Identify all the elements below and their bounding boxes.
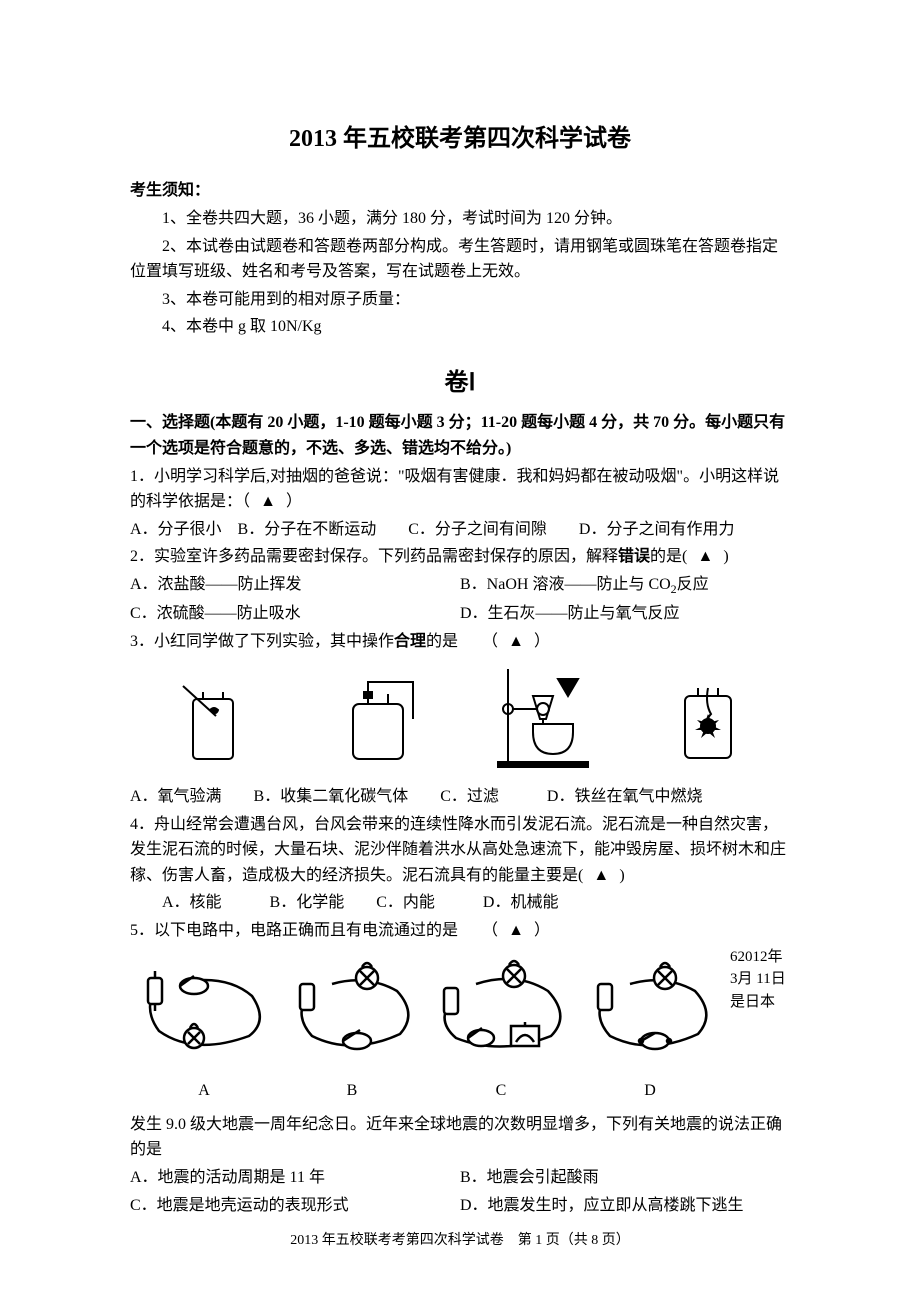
circuit-b-icon bbox=[282, 956, 422, 1066]
oxygen-check-icon bbox=[168, 674, 258, 769]
q2-opt-d: D．生石灰——防止与氧气反应 bbox=[460, 601, 790, 627]
q5-close: ） bbox=[534, 922, 550, 939]
q3-fig-b bbox=[295, 674, 460, 778]
q4-options: A．核能 B．化学能 C．内能 D．机械能 bbox=[130, 890, 790, 916]
q2-stem2: 的是( bbox=[650, 548, 687, 565]
q2-b-text: B．NaOH 溶液——防止与 CO bbox=[460, 576, 671, 593]
q3-bold: 合理 bbox=[394, 633, 426, 650]
q5-fig-c: C bbox=[426, 956, 576, 1104]
q3-figures bbox=[130, 664, 790, 778]
q1-stem: 1．小明学习科学后,对抽烟的爸爸说："吸烟有害健康．我和妈妈都在被动吸烟"。小明… bbox=[130, 468, 779, 511]
exam-title: 2013 年五校联考第四次科学试卷 bbox=[130, 120, 790, 158]
volume-title: 卷Ⅰ bbox=[130, 364, 790, 402]
q2-opt-a: A．浓盐酸——防止挥发 bbox=[130, 572, 460, 599]
page-content: 2013 年五校联考第四次科学试卷 考生须知： 1、全卷共四大题，36 小题，满… bbox=[0, 0, 920, 1293]
q5-label-a: A bbox=[130, 1078, 278, 1104]
q5-label-d: D bbox=[576, 1078, 724, 1104]
iron-burn-icon bbox=[663, 674, 753, 769]
q5-side-text: 62012年 3月 11日是日本 bbox=[724, 946, 790, 1014]
q5-label-c: C bbox=[426, 1078, 576, 1104]
q3-fig-d bbox=[625, 674, 790, 778]
q6-row2: C．地震是地壳运动的表现形式 D．地震发生时，应立即从高楼跳下逃生 bbox=[130, 1193, 790, 1219]
section-1-heading: 一、选择题(本题有 20 小题，1-10 题每小题 3 分；11-20 题每小题… bbox=[130, 410, 790, 461]
q2-bold: 错误 bbox=[618, 548, 650, 565]
q3-options: A．氧气验满 B．收集二氧化碳气体 C．过滤 D．铁丝在氧气中燃烧 bbox=[130, 784, 790, 810]
q3-stem2: 的是 （ bbox=[426, 633, 498, 650]
question-1: 1．小明学习科学后,对抽烟的爸爸说："吸烟有害健康．我和妈妈都在被动吸烟"。小明… bbox=[130, 464, 790, 515]
question-4: 4．舟山经常会遭遇台风，台风会带来的连续性降水而引发泥石流。泥石流是一种自然灾害… bbox=[130, 812, 790, 889]
q2-row2: C．浓硫酸——防止吸水 D．生石灰——防止与氧气反应 bbox=[130, 601, 790, 627]
q3-blank: ▲ bbox=[502, 629, 530, 655]
q5-stem: 5．以下电路中，电路正确而且有电流通过的是 （ bbox=[130, 922, 498, 939]
q6-opt-b: B．地震会引起酸雨 bbox=[460, 1165, 790, 1191]
q2-close: ) bbox=[723, 548, 728, 565]
q1-options: A．分子很小 B．分子在不断运动 C．分子之间有间隙 D．分子之间有作用力 bbox=[130, 517, 790, 543]
circuit-c-icon bbox=[426, 956, 576, 1066]
q6-opt-d: D．地震发生时，应立即从高楼跳下逃生 bbox=[460, 1193, 790, 1219]
q4-blank: ▲ bbox=[587, 863, 615, 889]
q5-fig-a: A bbox=[130, 956, 278, 1104]
q2-opt-b: B．NaOH 溶液——防止与 CO2反应 bbox=[460, 572, 790, 599]
q2-b-tail: 反应 bbox=[677, 576, 709, 593]
notice-2-text: 2、本试卷由试题卷和答题卷两部分构成。考生答题时，请用钢笔或圆珠笔在答题卷指定位… bbox=[130, 238, 778, 281]
co2-collect-icon bbox=[328, 674, 428, 769]
filter-icon bbox=[488, 664, 598, 769]
q1-blank: ▲ bbox=[254, 489, 282, 515]
question-3: 3．小红同学做了下列实验，其中操作合理的是 （ ▲ ） bbox=[130, 629, 790, 655]
q2-stem: 2．实验室许多药品需要密封保存。下列药品需密封保存的原因，解释 bbox=[130, 548, 618, 565]
q3-close: ） bbox=[534, 633, 550, 650]
notice-1: 1、全卷共四大题，36 小题，满分 180 分，考试时间为 120 分钟。 bbox=[130, 206, 790, 232]
q5-fig-d: D bbox=[576, 956, 724, 1104]
q5-label-b: B bbox=[278, 1078, 426, 1104]
q3-fig-a bbox=[130, 674, 295, 778]
circuit-d-icon bbox=[580, 956, 720, 1066]
notice-3: 3、本卷可能用到的相对原子质量： bbox=[130, 287, 790, 313]
q4-stem: 4．舟山经常会遭遇台风，台风会带来的连续性降水而引发泥石流。泥石流是一种自然灾害… bbox=[130, 816, 786, 884]
notice-4: 4、本卷中 g 取 10N/Kg bbox=[130, 314, 790, 340]
q6-opt-a: A．地震的活动周期是 11 年 bbox=[130, 1165, 460, 1191]
q3-fig-c bbox=[460, 664, 625, 778]
q5-figures-row: A B bbox=[130, 946, 790, 1110]
q6-opt-c: C．地震是地壳运动的表现形式 bbox=[130, 1193, 460, 1219]
q2-opt-c: C．浓硫酸——防止吸水 bbox=[130, 601, 460, 627]
page-footer: 2013 年五校联考考第四次科学试卷 第 1 页（共 8 页） bbox=[130, 1230, 790, 1252]
question-2: 2．实验室许多药品需要密封保存。下列药品需密封保存的原因，解释错误的是( ▲ ) bbox=[130, 544, 790, 570]
q5-fig-b: B bbox=[278, 956, 426, 1104]
notice-2: 2、本试卷由试题卷和答题卷两部分构成。考生答题时，请用钢笔或圆珠笔在答题卷指定位… bbox=[130, 234, 790, 285]
notice-label: 考生须知： bbox=[130, 178, 790, 204]
question-5: 5．以下电路中，电路正确而且有电流通过的是 （ ▲ ） bbox=[130, 918, 790, 944]
q5-figures: A B bbox=[130, 946, 724, 1110]
q5-blank: ▲ bbox=[502, 918, 530, 944]
q4-close: ) bbox=[619, 867, 624, 884]
circuit-a-icon bbox=[134, 956, 274, 1066]
q6-row1: A．地震的活动周期是 11 年 B．地震会引起酸雨 bbox=[130, 1165, 790, 1191]
q3-stem: 3．小红同学做了下列实验，其中操作 bbox=[130, 633, 394, 650]
q6-tail: 发生 9.0 级大地震一周年纪念日。近年来全球地震的次数明显增多，下列有关地震的… bbox=[130, 1112, 790, 1163]
q1-close: ） bbox=[286, 493, 302, 510]
q2-row1: A．浓盐酸——防止挥发 B．NaOH 溶液——防止与 CO2反应 bbox=[130, 572, 790, 599]
q2-blank: ▲ bbox=[691, 544, 719, 570]
